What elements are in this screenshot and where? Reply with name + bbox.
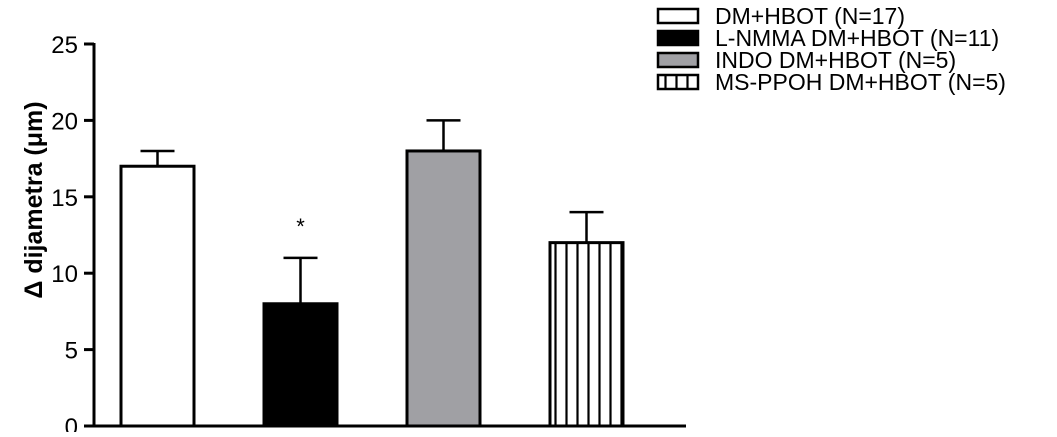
significance-marker: *: [296, 214, 305, 239]
legend-label: INDO DM+HBOT (N=5): [715, 47, 956, 73]
y-axis-label: Δ dijametra (μm): [20, 101, 48, 298]
legend: DM+HBOT (N=17)L-NMMA DM+HBOT (N=11)INDO …: [656, 3, 1006, 95]
bar: [262, 302, 339, 428]
y-tick-label: 5: [65, 338, 78, 365]
y-tick-label: 10: [51, 261, 78, 288]
legend-swatch: [656, 73, 700, 91]
legend-label: DM+HBOT (N=17): [715, 3, 905, 29]
y-tick-label: 15: [51, 185, 78, 212]
y-tick-label: 20: [51, 108, 78, 135]
legend-label: L-NMMA DM+HBOT (N=11): [715, 25, 999, 51]
legend-label: MS-PPOH DM+HBOT (N=5): [715, 69, 1006, 95]
bar: [119, 164, 196, 428]
legend-swatch: [656, 29, 700, 47]
bar: [405, 149, 482, 428]
legend-swatch: [656, 7, 700, 25]
y-tick-label: 0: [65, 414, 78, 432]
legend-swatch: [656, 51, 700, 69]
y-tick-label: 25: [51, 32, 78, 59]
bar: [548, 241, 625, 428]
bars: *: [119, 119, 625, 428]
